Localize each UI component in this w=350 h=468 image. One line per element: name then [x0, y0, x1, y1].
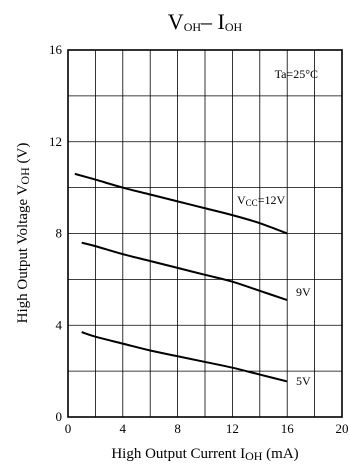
- series-line-5v: [81, 331, 288, 383]
- x-tick-label: 8: [174, 421, 181, 436]
- x-tick-label: 12: [226, 421, 239, 436]
- curves: [74, 172, 288, 383]
- x-tick-label: 20: [336, 421, 349, 436]
- x-axis-label: High Output Current IOH (mA): [111, 446, 298, 463]
- grid: [68, 50, 342, 417]
- series-labels: VCC=12V 9V 5V: [237, 193, 311, 388]
- temperature-annotation: Ta=25°C: [275, 67, 318, 81]
- y-tick-label: 12: [49, 134, 62, 149]
- series-label: 9V: [296, 285, 311, 299]
- series-line-9v: [81, 241, 288, 301]
- x-tick-label: 16: [281, 421, 295, 436]
- series-label: VCC=12V: [237, 193, 285, 208]
- tick-labels: 0 4 8 12 16 20 0 4 8 12 16: [49, 42, 349, 436]
- series-line-vcc-12v: [74, 172, 288, 235]
- y-tick-label: 16: [49, 42, 63, 57]
- y-axis-label: High Output Voltage VOH (V): [15, 143, 32, 324]
- y-tick-label: 8: [56, 226, 63, 241]
- chart-title: VOH– IOH: [168, 9, 243, 34]
- y-tick-label: 0: [56, 409, 63, 424]
- plot-frame: [67, 49, 343, 418]
- x-tick-label: 4: [120, 421, 127, 436]
- x-tick-label: 0: [65, 421, 72, 436]
- y-tick-label: 4: [56, 317, 63, 332]
- series-label: 5V: [296, 374, 311, 388]
